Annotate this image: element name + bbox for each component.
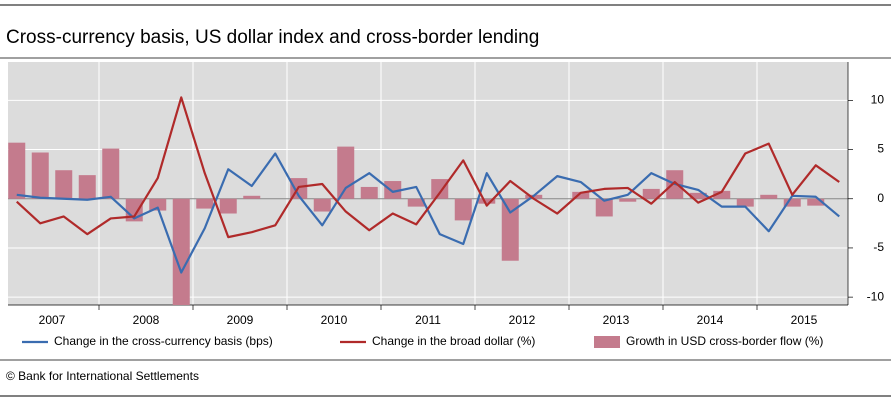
line bbox=[16, 96, 840, 239]
line bbox=[16, 152, 840, 274]
legend-label: Growth in USD cross-border flow (%) bbox=[626, 334, 823, 348]
bar bbox=[172, 198, 190, 305]
bar bbox=[619, 198, 637, 202]
y-tick-label: -10 bbox=[867, 289, 885, 303]
chart-title: Cross-currency basis, US dollar index an… bbox=[6, 27, 539, 48]
legend-label: Change in the cross-currency basis (bps) bbox=[54, 334, 273, 348]
plot-area bbox=[8, 62, 848, 305]
bar bbox=[243, 195, 261, 199]
x-tick-label: 2015 bbox=[791, 313, 818, 327]
bar bbox=[572, 191, 590, 199]
y-tick-label: 0 bbox=[877, 191, 884, 205]
bar bbox=[219, 198, 237, 214]
source: © Bank for International Settlements bbox=[6, 369, 199, 383]
bar bbox=[501, 198, 519, 261]
bar bbox=[642, 188, 660, 199]
bar bbox=[431, 179, 449, 199]
x-tick-label: 2008 bbox=[133, 313, 160, 327]
bar bbox=[337, 146, 355, 199]
bar bbox=[407, 198, 425, 207]
bar bbox=[713, 190, 731, 199]
x-tick-label: 2009 bbox=[227, 313, 254, 327]
bar bbox=[736, 198, 754, 207]
bar bbox=[384, 181, 402, 199]
bar bbox=[78, 175, 96, 199]
y-tick-label: -5 bbox=[873, 240, 884, 254]
bar bbox=[31, 152, 49, 199]
legend-label: Change in the broad dollar (%) bbox=[372, 334, 535, 348]
bar bbox=[760, 194, 778, 199]
bar bbox=[8, 142, 26, 199]
bar bbox=[783, 198, 801, 207]
bar bbox=[689, 192, 707, 199]
x-tick-label: 2010 bbox=[321, 313, 348, 327]
y-tick-label: 10 bbox=[871, 93, 885, 107]
bar bbox=[595, 198, 613, 217]
bar bbox=[313, 198, 331, 212]
x-tick-label: 2014 bbox=[697, 313, 724, 327]
bar bbox=[478, 198, 496, 204]
x-tick-label: 2012 bbox=[509, 313, 536, 327]
bar bbox=[102, 148, 120, 199]
x-tick-label: 2011 bbox=[415, 313, 441, 327]
bar bbox=[454, 198, 472, 221]
bar bbox=[149, 198, 167, 211]
bar bbox=[196, 198, 214, 209]
bar bbox=[807, 198, 825, 206]
x-tick-label: 2007 bbox=[39, 313, 66, 327]
y-tick-label: 5 bbox=[877, 142, 884, 156]
bar bbox=[55, 170, 73, 199]
bar bbox=[360, 186, 378, 199]
x-tick-label: 2013 bbox=[603, 313, 630, 327]
legend-swatch bbox=[594, 336, 620, 348]
